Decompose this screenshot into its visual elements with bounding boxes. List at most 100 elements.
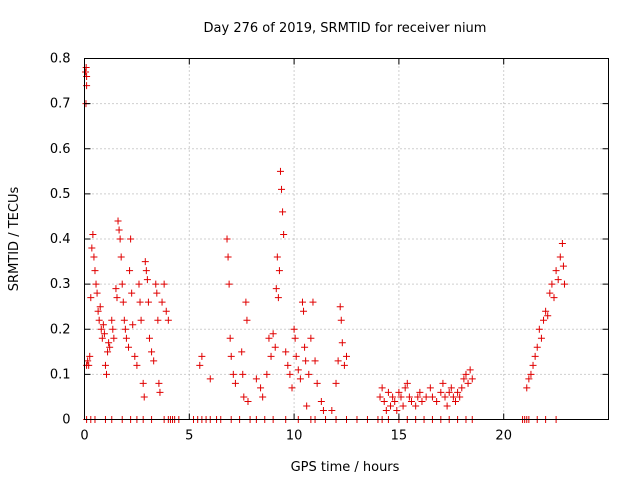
data-point bbox=[449, 393, 457, 401]
data-point bbox=[113, 294, 121, 302]
data-point bbox=[439, 379, 447, 387]
data-point bbox=[558, 240, 566, 248]
data-point bbox=[94, 307, 102, 315]
data-point bbox=[418, 397, 426, 405]
x-axis-label: GPS time / hours bbox=[291, 460, 400, 475]
data-point bbox=[426, 384, 434, 392]
data-point bbox=[115, 226, 123, 234]
data-point bbox=[85, 361, 93, 369]
x-tick-label: 5 bbox=[185, 429, 193, 444]
data-point bbox=[86, 352, 94, 360]
data-point bbox=[82, 68, 90, 76]
data-point bbox=[155, 379, 163, 387]
data-point bbox=[156, 388, 164, 396]
data-point bbox=[238, 348, 246, 356]
data-point bbox=[125, 343, 133, 351]
data-point bbox=[542, 307, 550, 315]
data-point bbox=[313, 379, 321, 387]
data-point bbox=[101, 361, 109, 369]
data-point bbox=[447, 384, 455, 392]
data-point bbox=[556, 253, 564, 261]
data-point bbox=[272, 285, 280, 293]
data-point bbox=[93, 289, 101, 297]
data-point bbox=[387, 402, 395, 410]
data-point bbox=[552, 267, 560, 275]
data-point bbox=[135, 280, 143, 288]
data-point bbox=[441, 393, 449, 401]
data-point bbox=[142, 267, 150, 275]
data-point bbox=[131, 352, 139, 360]
y-tick-label: 0 bbox=[62, 413, 70, 428]
data-point bbox=[286, 370, 294, 378]
data-point bbox=[550, 294, 558, 302]
data-point bbox=[546, 289, 554, 297]
data-point bbox=[454, 388, 462, 396]
data-point bbox=[309, 298, 317, 306]
data-point bbox=[89, 230, 97, 238]
x-tick-label: 20 bbox=[495, 429, 512, 444]
data-point bbox=[445, 388, 453, 396]
data-point bbox=[145, 334, 153, 342]
data-point bbox=[428, 393, 436, 401]
data-point bbox=[104, 348, 112, 356]
data-point bbox=[257, 384, 265, 392]
data-point bbox=[84, 357, 92, 365]
y-tick-label: 0.8 bbox=[50, 52, 71, 67]
data-point bbox=[121, 325, 129, 333]
data-point bbox=[328, 406, 336, 414]
data-point bbox=[143, 276, 151, 284]
data-point bbox=[112, 285, 120, 293]
data-point bbox=[319, 406, 327, 414]
x-tick-label: 15 bbox=[391, 429, 408, 444]
data-point bbox=[437, 388, 445, 396]
data-point bbox=[273, 253, 281, 261]
data-point bbox=[116, 235, 124, 243]
data-point bbox=[229, 370, 237, 378]
y-tick-label: 0.3 bbox=[50, 277, 71, 292]
data-point bbox=[196, 361, 204, 369]
data-point bbox=[92, 280, 100, 288]
data-point bbox=[535, 325, 543, 333]
data-point bbox=[399, 402, 407, 410]
data-point bbox=[540, 316, 548, 324]
data-point bbox=[278, 185, 286, 193]
data-point bbox=[244, 397, 252, 405]
data-point bbox=[153, 289, 161, 297]
data-point bbox=[529, 361, 537, 369]
data-point bbox=[99, 321, 107, 329]
data-point bbox=[340, 361, 348, 369]
data-point bbox=[334, 357, 342, 365]
data-point bbox=[311, 357, 319, 365]
data-point bbox=[544, 312, 552, 320]
data-point bbox=[158, 298, 166, 306]
data-point bbox=[391, 397, 399, 405]
data-point bbox=[90, 253, 98, 261]
y-tick-label: 0.1 bbox=[50, 367, 71, 382]
data-point bbox=[198, 352, 206, 360]
data-point bbox=[162, 307, 170, 315]
data-point bbox=[117, 253, 125, 261]
data-point bbox=[239, 370, 247, 378]
data-point bbox=[225, 280, 233, 288]
data-point bbox=[154, 316, 162, 324]
y-tick-label: 0.5 bbox=[50, 187, 71, 202]
data-point bbox=[227, 352, 235, 360]
data-point bbox=[280, 230, 288, 238]
data-point bbox=[288, 384, 296, 392]
data-point bbox=[91, 267, 99, 275]
data-point bbox=[336, 303, 344, 311]
data-point bbox=[290, 325, 298, 333]
x-tick-labels: 0 5 10 15 20 bbox=[80, 429, 512, 444]
data-point bbox=[464, 379, 472, 387]
data-point bbox=[275, 267, 283, 275]
data-point bbox=[274, 294, 282, 302]
data-point bbox=[224, 253, 232, 261]
data-point bbox=[380, 397, 388, 405]
data-point bbox=[128, 289, 136, 297]
data-point bbox=[300, 307, 308, 315]
data-point bbox=[82, 64, 90, 72]
data-point bbox=[95, 316, 103, 324]
data-point bbox=[376, 393, 384, 401]
y-tick-label: 0.2 bbox=[50, 322, 71, 337]
data-point bbox=[382, 406, 390, 414]
